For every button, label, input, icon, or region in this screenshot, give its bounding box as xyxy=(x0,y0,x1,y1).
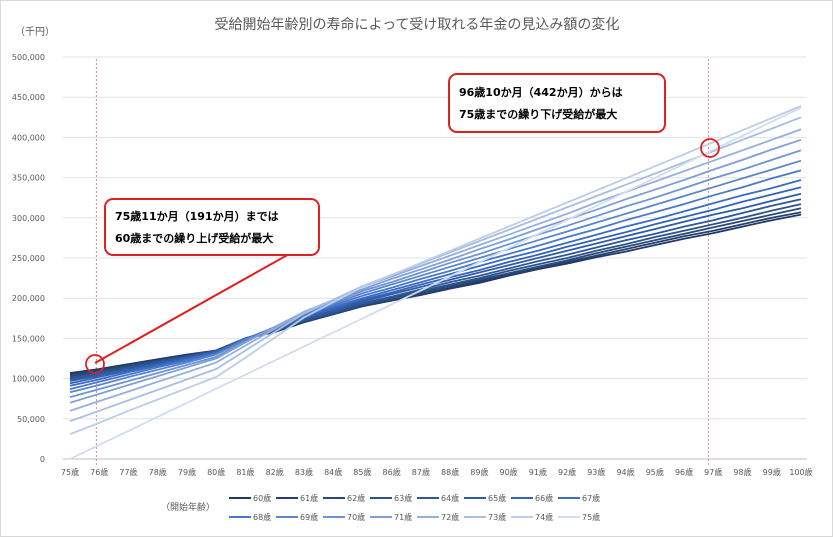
x-tick-label: 85歳 xyxy=(353,467,371,477)
y-tick-label: 450,000 xyxy=(12,93,45,102)
series-line-68歳 xyxy=(69,169,802,390)
series-line-74歳 xyxy=(69,105,802,435)
legend-label: 62歳 xyxy=(347,493,365,503)
series-lines xyxy=(69,105,802,460)
legend-label: 69歳 xyxy=(300,512,318,522)
annotation-right-box xyxy=(448,73,666,133)
legend-label: 60歳 xyxy=(253,493,271,503)
x-tick-label: 75歳 xyxy=(61,467,79,477)
x-tick-label: 84歳 xyxy=(324,467,342,477)
y-tick-label: 0 xyxy=(40,455,45,464)
annotations: 75歳11か月（191か月）までは 60歳までの繰り上げ受給が最大 96歳10か月（… xyxy=(85,73,720,374)
legend-label: 64歳 xyxy=(441,493,459,503)
x-tick-label: 90歳 xyxy=(500,467,518,477)
annotation-right-line1: 96歳10か月（442か月）からは xyxy=(459,85,623,99)
y-tick-label: 50,000 xyxy=(17,415,45,424)
legend: 60歳 61歳 62歳 63歳 64歳 65歳 66歳 67歳 68歳 69歳 70歳 71歳 72歳 7… xyxy=(229,493,600,522)
y-tick-label: 500,000 xyxy=(12,53,45,62)
x-tick-label: 100歳 xyxy=(789,467,812,477)
y-axis-ticks: 500,000 450,000 400,000 350,000 300,000 250,0… xyxy=(12,53,45,464)
x-axis-ticks: 75歳 76歳 77歳 78歳 79歳 80歳 81歳 82歳 83歳 84歳 85歳 86歳 87歳 8… xyxy=(61,467,813,477)
series-line-72歳 xyxy=(69,128,802,412)
x-tick-label: 80歳 xyxy=(207,467,225,477)
series-line-67歳 xyxy=(69,179,802,387)
x-tick-label: 92歳 xyxy=(558,467,576,477)
legend-label: 67歳 xyxy=(582,493,600,503)
x-tick-label: 99歳 xyxy=(763,467,781,477)
legend-label: 73歳 xyxy=(488,512,506,522)
y-tick-label: 350,000 xyxy=(12,174,45,183)
y-tick-label: 150,000 xyxy=(12,334,45,343)
y-tick-label: 300,000 xyxy=(12,214,45,223)
annotation-right-line2: 75歳までの繰り下げ受給が最大 xyxy=(459,107,617,121)
legend-label: 63歳 xyxy=(394,493,412,503)
y-tick-label: 100,000 xyxy=(12,375,45,384)
series-line-70歳 xyxy=(69,149,802,398)
annotation-left-pointer xyxy=(94,252,292,364)
legend-label: 61歳 xyxy=(300,493,318,503)
y-tick-label: 400,000 xyxy=(12,133,45,142)
series-line-75歳 xyxy=(69,106,802,460)
x-tick-label: 91歳 xyxy=(529,467,547,477)
legend-label: 71歳 xyxy=(394,512,412,522)
x-tick-label: 98歳 xyxy=(733,467,751,477)
series-line-73歳 xyxy=(69,116,802,423)
y-axis-unit: （千円） xyxy=(15,26,55,38)
x-tick-label: 77歳 xyxy=(119,467,137,477)
x-tick-label: 76歳 xyxy=(90,467,108,477)
legend-label: 70歳 xyxy=(347,512,365,522)
x-tick-label: 93歳 xyxy=(587,467,605,477)
legend-label: 75歳 xyxy=(582,512,600,522)
x-tick-label: 94歳 xyxy=(616,467,634,477)
x-tick-label: 86歳 xyxy=(383,467,401,477)
annotation-right-marker xyxy=(700,138,720,158)
x-tick-label: 96歳 xyxy=(675,467,693,477)
x-tick-label: 78歳 xyxy=(149,467,167,477)
legend-label: 65歳 xyxy=(488,493,506,503)
x-tick-label: 83歳 xyxy=(295,467,313,477)
chart-title: 受給開始年齢別の寿命によって受け取れる年金の見込み額の変化 xyxy=(215,16,620,33)
legend-label: 66歳 xyxy=(535,493,553,503)
annotation-left-marker xyxy=(85,354,105,374)
legend-label: 74歳 xyxy=(535,512,553,522)
x-tick-label: 87歳 xyxy=(412,467,430,477)
annotation-left-line1: 75歳11か月（191か月）までは xyxy=(115,209,279,223)
x-tick-label: 95歳 xyxy=(646,467,664,477)
x-tick-label: 88歳 xyxy=(441,467,459,477)
x-tick-label: 97歳 xyxy=(704,467,722,477)
annotation-left-box xyxy=(104,198,320,256)
legend-title: （開始年齢） xyxy=(161,501,215,513)
series-line-69歳 xyxy=(69,159,802,394)
annotation-left-line2: 60歳までの繰り上げ受給が最大 xyxy=(115,231,273,245)
x-tick-label: 89歳 xyxy=(470,467,488,477)
series-line-71歳 xyxy=(69,138,802,404)
y-tick-label: 200,000 xyxy=(12,294,45,303)
y-tick-label: 250,000 xyxy=(12,254,45,263)
x-tick-label: 82歳 xyxy=(266,467,284,477)
legend-label: 68歳 xyxy=(253,512,271,522)
x-tick-label: 79歳 xyxy=(178,467,196,477)
legend-label: 72歳 xyxy=(441,512,459,522)
x-tick-label: 81歳 xyxy=(236,467,254,477)
